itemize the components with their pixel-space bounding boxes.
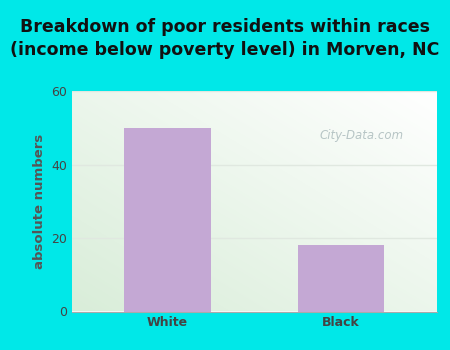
Text: City-Data.com: City-Data.com xyxy=(320,128,404,142)
Bar xyxy=(297,245,384,312)
Text: Breakdown of poor residents within races
(income below poverty level) in Morven,: Breakdown of poor residents within races… xyxy=(10,19,440,58)
Bar xyxy=(124,128,211,312)
Y-axis label: absolute numbers: absolute numbers xyxy=(33,134,46,269)
